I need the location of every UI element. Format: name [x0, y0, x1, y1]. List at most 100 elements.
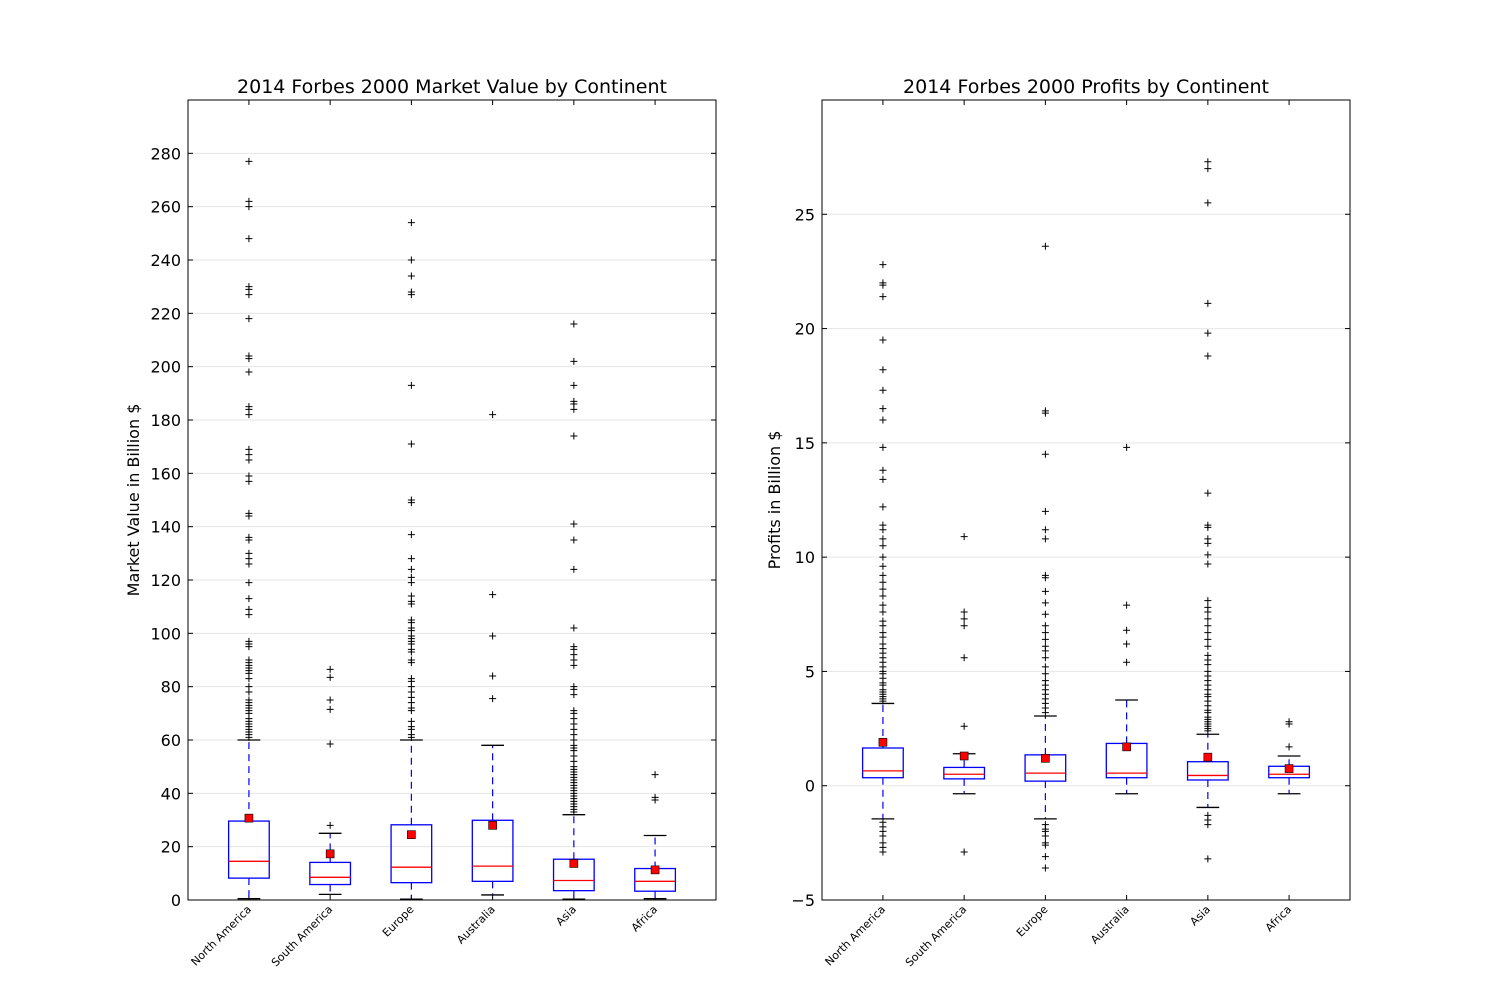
chart-title: 2014 Forbes 2000 Profits by Continent [903, 76, 1269, 98]
outlier-point [245, 509, 253, 517]
outlier-point [879, 585, 887, 593]
outlier-point [1204, 603, 1212, 611]
outlier-point [879, 293, 887, 301]
outlier-point [326, 705, 334, 713]
outlier-point [651, 793, 659, 801]
outlier-point [879, 640, 887, 648]
outlier-point [1041, 654, 1049, 662]
outlier-point [1041, 407, 1049, 415]
outlier-point [245, 283, 253, 291]
outlier-point [570, 565, 578, 573]
mean-marker [407, 830, 416, 839]
box-group [1024, 242, 1067, 872]
outlier-point [879, 336, 887, 344]
outlier-point [407, 219, 415, 227]
outlier-point [1041, 507, 1049, 515]
y-tick-label: 220 [150, 304, 181, 323]
mean-marker [1041, 753, 1050, 763]
outlier-point [1041, 587, 1049, 595]
y-tick-label: 280 [150, 144, 181, 163]
outlier-point [1204, 629, 1212, 637]
outlier-point [879, 261, 887, 269]
outlier-point [1204, 352, 1212, 360]
box-group [861, 261, 904, 856]
outlier-point [1204, 667, 1212, 675]
outlier-point [879, 553, 887, 561]
outlier-point [245, 315, 253, 323]
y-tick-label: −5 [791, 891, 815, 910]
outlier-point [1204, 158, 1212, 166]
outlier-point [407, 496, 415, 504]
box-group [1105, 443, 1148, 795]
outlier-point [245, 472, 253, 480]
outlier-point [489, 591, 497, 599]
outlier-point [245, 235, 253, 243]
mean-marker [569, 859, 579, 868]
outlier-point [570, 624, 578, 632]
y-tick-label: 5 [805, 662, 815, 681]
y-tick-label: 10 [795, 548, 815, 567]
outlier-point [570, 683, 578, 691]
outlier-point [245, 352, 253, 360]
outlier-point [1041, 242, 1049, 250]
outlier-point [1123, 443, 1131, 451]
outlier-point [1204, 560, 1212, 568]
outlier-point [326, 673, 334, 681]
outlier-point [570, 520, 578, 528]
outlier-point [1204, 642, 1212, 650]
outlier-point [1204, 821, 1212, 829]
outlier-point [879, 475, 887, 483]
outlier-point [245, 696, 253, 704]
box-group [1186, 158, 1229, 863]
outlier-point [879, 578, 887, 586]
outlier-point [879, 832, 887, 840]
y-axis-label: Market Value in Billion $ [124, 404, 143, 597]
outlier-point [407, 381, 415, 389]
mean-marker [959, 751, 969, 761]
outlier-point [1041, 864, 1049, 872]
outlier-point [1123, 601, 1131, 609]
y-tick-label: 260 [150, 198, 181, 217]
outlier-point [326, 821, 334, 829]
outlier-point [1041, 841, 1049, 849]
outlier-point [960, 533, 968, 541]
outlier-point [1041, 670, 1049, 678]
outlier-point [407, 592, 415, 600]
y-tick-label: 120 [150, 571, 181, 590]
outlier-point [1204, 489, 1212, 497]
iqr-box [471, 819, 514, 882]
iqr-box [861, 747, 904, 779]
outlier-point [570, 536, 578, 544]
outlier-point [407, 717, 415, 725]
y-tick-label: 60 [161, 731, 181, 750]
outlier-point [407, 288, 415, 296]
outlier-point [1204, 615, 1212, 623]
box-group [552, 320, 595, 900]
outlier-point [245, 533, 253, 541]
outlier-point [570, 432, 578, 440]
mean-marker [325, 849, 335, 859]
outlier-point [407, 256, 415, 264]
outlier-point [326, 696, 334, 704]
chart-title: 2014 Forbes 2000 Market Value by Contine… [237, 76, 667, 98]
outlier-point [407, 565, 415, 573]
outlier-point [1041, 832, 1049, 840]
box-group [1268, 718, 1311, 795]
outlier-point [1041, 610, 1049, 618]
outlier-point [879, 617, 887, 625]
outlier-point [245, 549, 253, 557]
outlier-point [1204, 165, 1212, 173]
outlier-point [1041, 677, 1049, 685]
y-tick-label: 100 [150, 624, 181, 643]
y-tick-label: 80 [161, 678, 181, 697]
outlier-point [879, 386, 887, 394]
outlier-point [1041, 635, 1049, 643]
outlier-point [879, 466, 887, 474]
y-tick-label: 20 [795, 320, 815, 339]
outlier-point [1204, 299, 1212, 307]
outlier-point [879, 366, 887, 374]
mean-marker [244, 813, 254, 823]
outlier-point [1285, 718, 1293, 726]
y-tick-label: 180 [150, 411, 181, 430]
